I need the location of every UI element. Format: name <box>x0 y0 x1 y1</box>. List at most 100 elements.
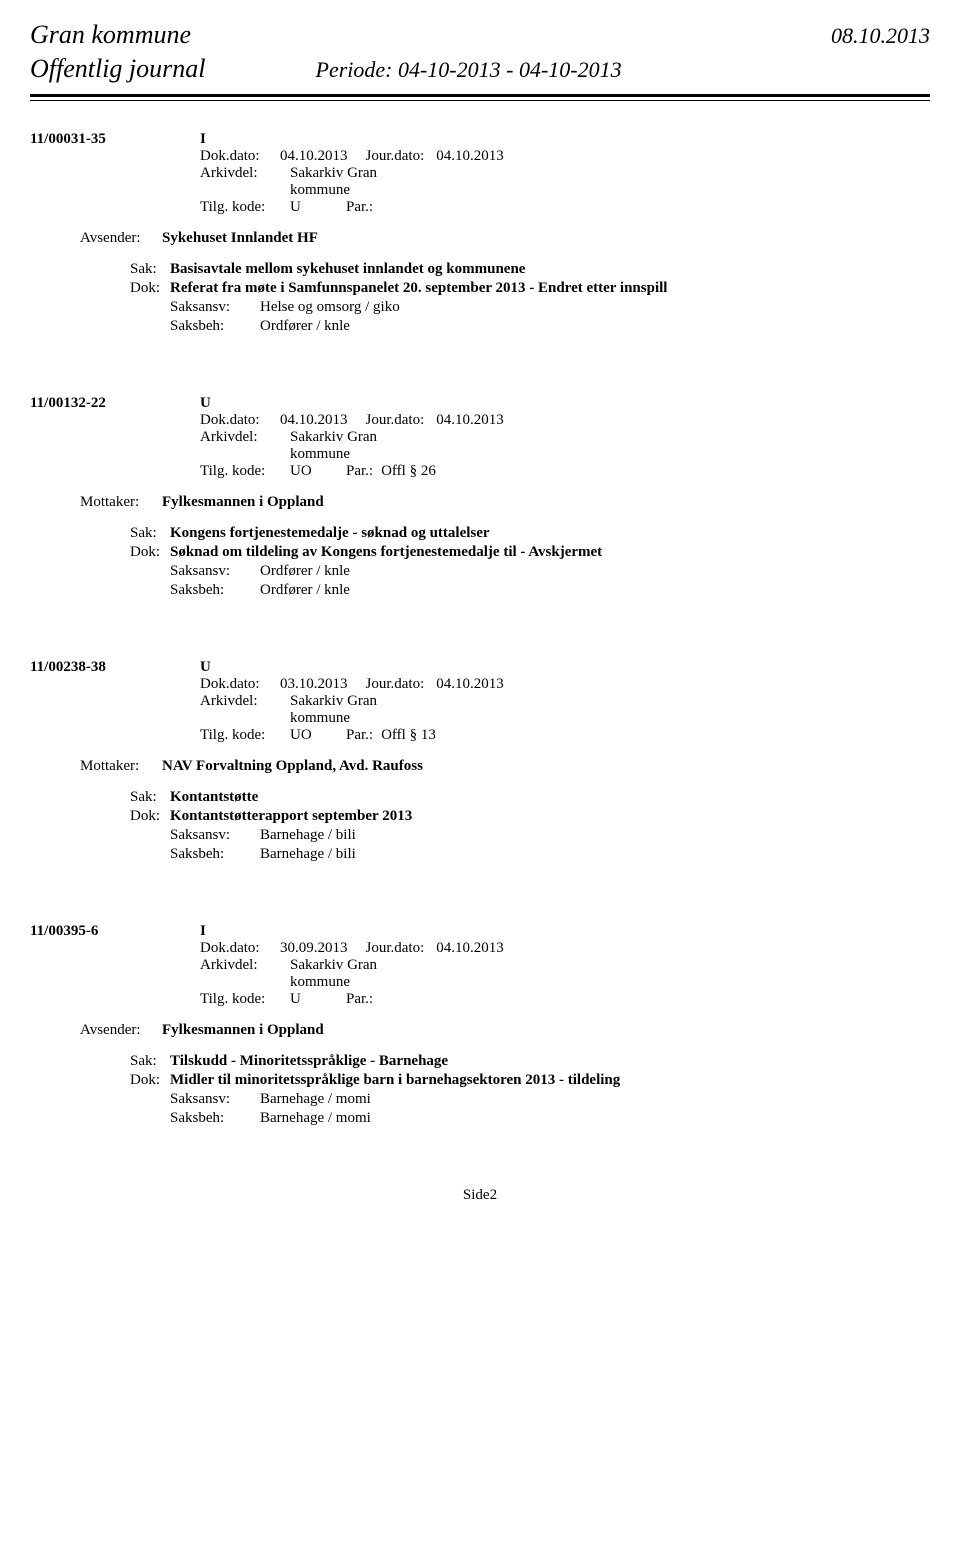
sak-label: Sak: <box>130 261 170 278</box>
page-footer: Side2 <box>30 1187 930 1204</box>
header-date: 08.10.2013 <box>831 23 930 49</box>
tilgkode-row: Tilg. kode: U Par.: <box>200 991 930 1008</box>
saksbeh-label: Saksbeh: <box>170 846 260 863</box>
case-type: U <box>200 659 211 676</box>
saksansv-row: Saksansv: Ordfører / knle <box>170 563 930 580</box>
dok-row: Dok: Kontantstøtterapport september 2013 <box>130 808 930 825</box>
tilgkode-label: Tilg. kode: <box>200 991 290 1008</box>
dok-text: Referat fra møte i Samfunnspanelet 20. s… <box>170 280 667 297</box>
journal-entry: 11/00238-38 U Dok.dato: 03.10.2013 Jour.… <box>30 659 930 863</box>
par-label: Par.: <box>346 199 373 216</box>
dokdato-value: 04.10.2013 <box>280 412 348 429</box>
jourdato-label: Jour.dato: <box>366 676 425 693</box>
jourdato-value: 04.10.2013 <box>436 940 504 957</box>
jourdato-label: Jour.dato: <box>366 940 425 957</box>
page-header: Gran kommune 08.10.2013 Offentlig journa… <box>30 20 930 84</box>
party-row: Avsender: Sykehuset Innlandet HF <box>80 230 930 247</box>
saksbeh-label: Saksbeh: <box>170 582 260 599</box>
saksansv-label: Saksansv: <box>170 299 260 316</box>
tilgkode-value: U <box>290 991 346 1008</box>
case-id: 11/00031-35 <box>30 131 200 148</box>
header-top-row: Gran kommune 08.10.2013 <box>30 20 930 50</box>
dokdato-label: Dok.dato: <box>200 412 280 429</box>
saksbeh-row: Saksbeh: Ordfører / knle <box>170 582 930 599</box>
tilgkode-value: U <box>290 199 346 216</box>
case-id: 11/00132-22 <box>30 395 200 412</box>
sak-row: Sak: Kongens fortjenestemedalje - søknad… <box>130 525 930 542</box>
sak-block: Sak: Basisavtale mellom sykehuset innlan… <box>130 261 930 335</box>
dokdato-value: 04.10.2013 <box>280 148 348 165</box>
sak-block: Sak: Kontantstøtte Dok: Kontantstøtterap… <box>130 789 930 863</box>
par-label: Par.: <box>346 727 373 744</box>
arkivdel-row: Arkivdel: Sakarkiv Gran kommune <box>200 165 930 199</box>
dokdato-row: Dok.dato: 04.10.2013 Jour.dato: 04.10.20… <box>200 148 930 165</box>
tilgkode-label: Tilg. kode: <box>200 727 290 744</box>
dokdato-label: Dok.dato: <box>200 940 280 957</box>
par-value: Offl § 26 <box>381 463 436 480</box>
party-row: Mottaker: Fylkesmannen i Oppland <box>80 494 930 511</box>
sak-block: Sak: Tilskudd - Minoritetsspråklige - Ba… <box>130 1053 930 1127</box>
saksansv-label: Saksansv: <box>170 1091 260 1108</box>
par-label: Par.: <box>346 991 373 1008</box>
org-name: Gran kommune <box>30 20 191 50</box>
saksbeh-value: Barnehage / bili <box>260 846 356 863</box>
saksbeh-row: Saksbeh: Barnehage / momi <box>170 1110 930 1127</box>
dokdato-label: Dok.dato: <box>200 148 280 165</box>
dokdato-value: 30.09.2013 <box>280 940 348 957</box>
dok-text: Søknad om tildeling av Kongens fortjenes… <box>170 544 602 561</box>
arkivdel-row: Arkivdel: Sakarkiv Gran kommune <box>200 693 930 727</box>
case-row: 11/00132-22 U <box>30 395 930 412</box>
sak-row: Sak: Basisavtale mellom sykehuset innlan… <box>130 261 930 278</box>
par-label: Par.: <box>346 463 373 480</box>
saksbeh-row: Saksbeh: Barnehage / bili <box>170 846 930 863</box>
jourdato-value: 04.10.2013 <box>436 676 504 693</box>
arkivdel-label: Arkivdel: <box>200 165 290 199</box>
dokdato-label: Dok.dato: <box>200 676 280 693</box>
dok-label: Dok: <box>130 280 170 297</box>
tilgkode-value: UO <box>290 727 346 744</box>
dokdato-row: Dok.dato: 03.10.2013 Jour.dato: 04.10.20… <box>200 676 930 693</box>
period: Periode: 04-10-2013 - 04-10-2013 <box>316 57 622 83</box>
case-row: 11/00238-38 U <box>30 659 930 676</box>
party-row: Avsender: Fylkesmannen i Oppland <box>80 1022 930 1039</box>
jourdato-value: 04.10.2013 <box>436 412 504 429</box>
sak-block: Sak: Kongens fortjenestemedalje - søknad… <box>130 525 930 599</box>
saksbeh-row: Saksbeh: Ordfører / knle <box>170 318 930 335</box>
saksbeh-value: Barnehage / momi <box>260 1110 371 1127</box>
journal-entry: 11/00395-6 I Dok.dato: 30.09.2013 Jour.d… <box>30 923 930 1127</box>
dokdato-value: 03.10.2013 <box>280 676 348 693</box>
arkivdel-row: Arkivdel: Sakarkiv Gran kommune <box>200 429 930 463</box>
party-value: Sykehuset Innlandet HF <box>162 230 318 247</box>
saksansv-value: Barnehage / bili <box>260 827 356 844</box>
dok-text: Midler til minoritetsspråklige barn i ba… <box>170 1072 620 1089</box>
saksansv-row: Saksansv: Barnehage / bili <box>170 827 930 844</box>
sak-row: Sak: Kontantstøtte <box>130 789 930 806</box>
tilgkode-value: UO <box>290 463 346 480</box>
header-bottom-row: Offentlig journal Periode: 04-10-2013 - … <box>30 54 930 84</box>
dok-text: Kontantstøtterapport september 2013 <box>170 808 412 825</box>
saksbeh-value: Ordfører / knle <box>260 582 350 599</box>
case-id: 11/00238-38 <box>30 659 200 676</box>
arkivdel-value: Sakarkiv Gran kommune <box>290 165 430 199</box>
jourdato-label: Jour.dato: <box>366 412 425 429</box>
dok-row: Dok: Referat fra møte i Samfunnspanelet … <box>130 280 930 297</box>
sak-text: Basisavtale mellom sykehuset innlandet o… <box>170 261 525 278</box>
party-label: Avsender: <box>80 1022 162 1039</box>
sak-text: Kongens fortjenestemedalje - søknad og u… <box>170 525 490 542</box>
case-type: I <box>200 131 206 148</box>
saksansv-value: Ordfører / knle <box>260 563 350 580</box>
journal-entry: 11/00031-35 I Dok.dato: 04.10.2013 Jour.… <box>30 131 930 335</box>
arkivdel-label: Arkivdel: <box>200 693 290 727</box>
tilgkode-row: Tilg. kode: UO Par.: Offl § 13 <box>200 727 930 744</box>
saksansv-label: Saksansv: <box>170 563 260 580</box>
saksansv-label: Saksansv: <box>170 827 260 844</box>
dok-row: Dok: Søknad om tildeling av Kongens fort… <box>130 544 930 561</box>
tilgkode-label: Tilg. kode: <box>200 463 290 480</box>
dokdato-row: Dok.dato: 30.09.2013 Jour.dato: 04.10.20… <box>200 940 930 957</box>
sak-text: Kontantstøtte <box>170 789 258 806</box>
journal-title: Offentlig journal <box>30 54 206 84</box>
sak-row: Sak: Tilskudd - Minoritetsspråklige - Ba… <box>130 1053 930 1070</box>
case-type: U <box>200 395 211 412</box>
party-value: NAV Forvaltning Oppland, Avd. Raufoss <box>162 758 423 775</box>
tilgkode-row: Tilg. kode: U Par.: <box>200 199 930 216</box>
